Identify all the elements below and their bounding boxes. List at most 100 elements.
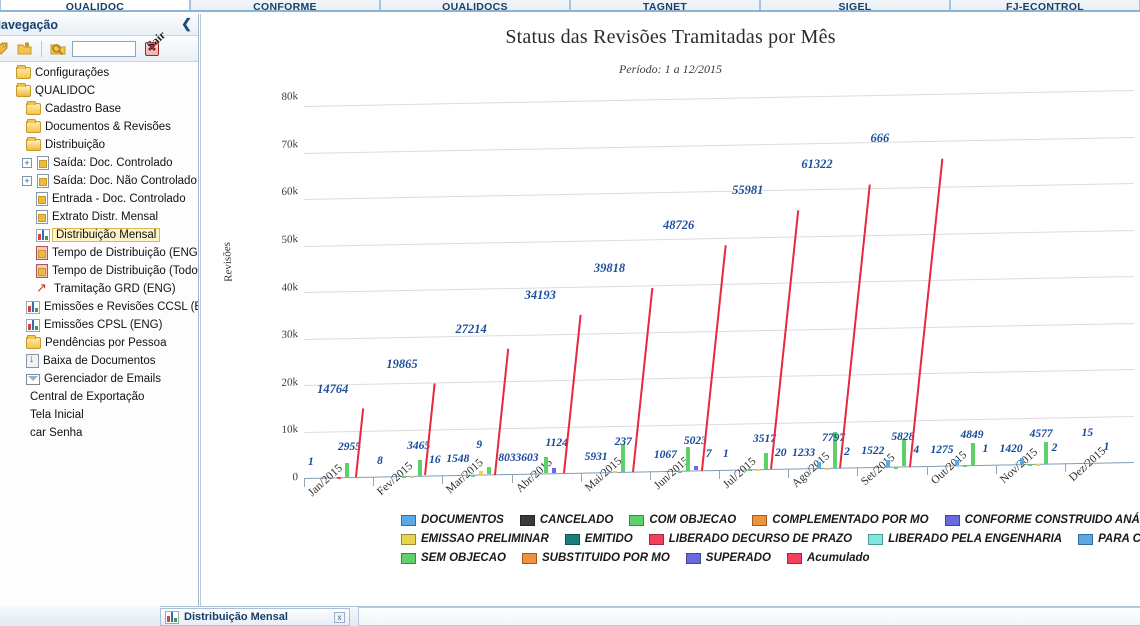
nav-item-distribui-o[interactable]: Distribuição <box>0 136 198 154</box>
bar-documentos <box>955 459 960 466</box>
legend-label: DOCUMENTOS <box>421 514 504 526</box>
legend-item-para-conhecimento[interactable]: PARA CONHECIMENTO <box>1078 533 1140 545</box>
nav-item-tempo-de-distribui-o-eng[interactable]: Tempo de Distribuição (ENG) <box>0 244 198 262</box>
legend-item-conforme-construido-an-lise[interactable]: CONFORME CONSTRUIDO ANÁLISE <box>944 514 1140 526</box>
nav-item-baixa-de-documentos[interactable]: Baixa de Documentos <box>0 352 198 370</box>
nav-item-configura-es[interactable]: Configurações <box>0 64 198 82</box>
bar-value-label: 1522 <box>861 445 885 458</box>
nav-item-distribui-o-mensal[interactable]: Distribuição Mensal <box>0 226 198 244</box>
nav-item-car-senha[interactable]: car Senha <box>0 424 198 442</box>
taskbar-left-fill <box>0 606 160 626</box>
nav-item-documentos-revis-es[interactable]: Documentos & Revisões <box>0 118 198 136</box>
bar-sem-objecao <box>417 459 422 476</box>
legend-swatch <box>752 514 768 526</box>
bar-value-label: 9 <box>476 438 483 451</box>
search-input[interactable] <box>72 40 136 57</box>
x-axis-tick <box>1064 463 1066 473</box>
x-axis-tick <box>649 471 651 481</box>
legend-swatch <box>522 552 537 564</box>
legend-item-sem-objecao[interactable]: SEM OBJECAO <box>401 552 506 564</box>
close-icon[interactable]: x <box>334 611 345 623</box>
legend-swatch <box>648 533 664 545</box>
bar-com-objecao <box>401 476 406 479</box>
legend-label: CONFORME CONSTRUIDO ANÁLISE <box>964 514 1140 526</box>
bar-value-label: 1275 <box>930 443 954 456</box>
exit-button[interactable]: ✖ Sair <box>145 29 168 56</box>
app-tab-conforme[interactable]: CONFORME <box>190 0 380 10</box>
app-tab-qualidocs[interactable]: QUALIDOCS <box>380 0 570 10</box>
grid-line <box>303 369 1134 386</box>
y-axis-tick-label: 40k <box>281 280 299 294</box>
y-axis-tick-label: 50k <box>281 233 299 247</box>
app-tab-fj-econtrol[interactable]: FJ-ECONTROL <box>950 0 1140 10</box>
nav-item-gerenciador-de-emails[interactable]: Gerenciador de Emails <box>0 370 198 388</box>
taskbar-window-button[interactable]: Distribuição Mensal x <box>160 608 350 626</box>
legend-item-superado[interactable]: SUPERADO <box>685 552 771 564</box>
bar-chart-icon <box>36 228 50 242</box>
x-axis-label-set-2015: Set/2015 <box>859 451 898 489</box>
download-icon <box>26 353 39 368</box>
cumulative-line-segment <box>839 183 872 468</box>
legend-row: DOCUMENTOS CANCELADO COM OBJECAO COMPLEMENT… <box>201 514 1140 533</box>
nav-item-label: Tela Inicial <box>30 409 84 421</box>
app-tab-tagnet[interactable]: TAGNET <box>570 0 760 10</box>
tree-expander[interactable]: + <box>22 158 32 168</box>
nav-item-emiss-es-cpsl-eng[interactable]: Emissões CPSL (ENG) <box>0 316 198 334</box>
navigation-panel: Navegação ❮ ✖ Sair Configurações QUALIDOC… <box>0 14 199 612</box>
bar-com-objecao <box>678 470 683 473</box>
app-tab-label: SIGEL <box>838 1 872 12</box>
legend-item-liberado-pela-engenharia[interactable]: LIBERADO PELA ENGENHARIA <box>868 533 1062 545</box>
legend-item-acumulado[interactable]: Acumulado <box>786 552 870 564</box>
legend-item-cancelado[interactable]: CANCELADO <box>519 514 614 526</box>
bar-value-label: 5023 <box>683 434 707 447</box>
chevron-left-icon[interactable]: ❮ <box>181 16 192 31</box>
y-axis-tick-label: 10k <box>281 423 299 437</box>
legend-label: CANCELADO <box>539 514 614 526</box>
chart-subtitle: Período: 1 a 12/2015 <box>619 62 722 76</box>
nav-item-entrada-doc-controlado[interactable]: Entrada - Doc. Controlado <box>0 190 198 208</box>
legend-item-substituido-por-mo[interactable]: SUBSTITUIDO POR MO <box>522 552 670 564</box>
legend-swatch <box>944 514 960 526</box>
bar-sem-objecao <box>486 467 491 475</box>
nav-item-qualidoc[interactable]: QUALIDOC <box>0 82 198 100</box>
legend-item-emitido[interactable]: EMITIDO <box>564 533 633 545</box>
legend-item-complementado-por-mo[interactable]: COMPLEMENTADO POR MO <box>752 514 929 526</box>
legend-item-com-objecao[interactable]: COM OBJECAO <box>629 514 736 526</box>
legend-item-liberado-decurso-de-prazo[interactable]: LIBERADO DECURSO DE PRAZO <box>648 533 852 545</box>
bar-value-label: 3603 <box>515 451 539 464</box>
bar-value-label: 7797 <box>822 432 846 444</box>
bar-sem-objecao <box>686 447 691 471</box>
nav-item-label: Baixa de Documentos <box>43 355 156 367</box>
cumulative-line-segment <box>701 244 727 471</box>
nav-item-label: Emissões CPSL (ENG) <box>44 319 163 331</box>
nav-item-sa-da-doc-controlado[interactable]: + Saída: Doc. Controlado <box>0 154 198 172</box>
legend-item-documentos[interactable]: DOCUMENTOS <box>401 514 504 526</box>
nav-item-tramita-o-grd-eng[interactable]: Tramitação GRD (ENG) <box>0 280 198 298</box>
folder-icon[interactable] <box>16 40 33 57</box>
legend-row: EMISSAO PRELIMINAR EMITIDO LIBERADO DECURS… <box>201 533 1140 552</box>
legend-swatch <box>685 552 701 564</box>
bar-superado <box>694 465 699 471</box>
bar-emissao-preliminar <box>755 469 760 472</box>
cumulative-value-label: 34193 <box>524 288 556 303</box>
nav-item-sa-da-doc-n-o-controlado[interactable]: + Saída: Doc. Não Controlado <box>0 172 198 190</box>
legend-item-emissao-preliminar[interactable]: EMISSAO PRELIMINAR <box>401 533 549 545</box>
nav-item-label: Central de Exportação <box>30 391 145 403</box>
nav-item-extrato-distr-mensal[interactable]: Extrato Distr. Mensal <box>0 208 198 226</box>
chart-plot-area: Revisões 0 10k 20k 30k 40k 50k 60k 70k 80k Jan/20… <box>221 86 1140 499</box>
cumulative-value-label: 27214 <box>455 321 487 336</box>
nav-item-emiss-es-e-revis-es-ccsl-en[interactable]: Emissões e Revisões CCSL (EN <box>0 298 198 316</box>
bar-com-objecao <box>963 465 968 468</box>
nav-item-cadastro-base[interactable]: Cadastro Base <box>0 100 198 118</box>
nav-item-pend-ncias-por-pessoa[interactable]: Pendências por Pessoa <box>0 334 198 352</box>
calendar-icon <box>36 246 48 260</box>
nav-item-central-de-exporta-o[interactable]: Central de Exportação <box>0 388 198 406</box>
tag-icon[interactable] <box>0 40 11 57</box>
nav-item-tela-inicial[interactable]: Tela Inicial <box>0 406 198 424</box>
nav-item-label: Distribuição <box>45 139 106 151</box>
nav-item-tempo-de-distribui-o-todos[interactable]: Tempo de Distribuição (Todos) <box>0 262 198 280</box>
app-tab-sigel[interactable]: SIGEL <box>760 0 950 10</box>
find-folder-icon[interactable] <box>50 40 67 57</box>
tree-expander[interactable]: + <box>22 176 32 186</box>
app-tab-qualidoc[interactable]: QUALIDOC <box>0 0 190 10</box>
